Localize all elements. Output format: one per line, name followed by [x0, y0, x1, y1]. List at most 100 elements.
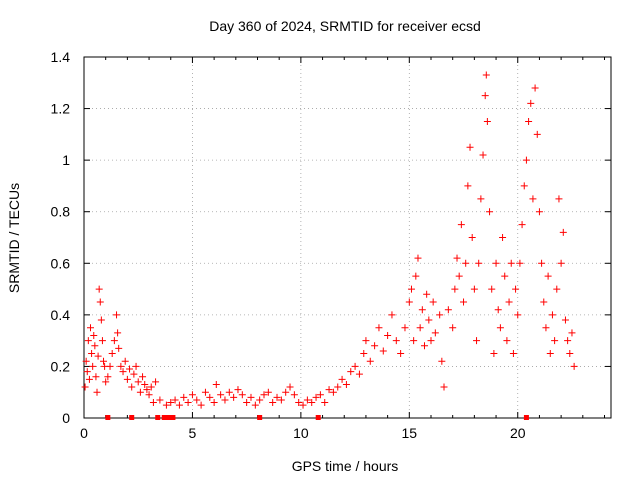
- data-point: [329, 388, 337, 396]
- data-point: [540, 298, 548, 306]
- data-point: [260, 391, 268, 399]
- data-point: [130, 370, 138, 378]
- y-tick-label: 1.2: [51, 101, 71, 117]
- data-point: [548, 311, 556, 319]
- data-point: [529, 195, 537, 203]
- data-point: [561, 316, 569, 324]
- data-point: [206, 393, 214, 401]
- data-point: [175, 401, 183, 409]
- y-tick-label: 0.4: [51, 307, 71, 323]
- gap-marker: [170, 415, 176, 420]
- grid: [84, 57, 611, 418]
- data-point: [473, 337, 481, 345]
- data-point: [102, 378, 110, 386]
- data-point: [286, 383, 294, 391]
- data-point: [379, 347, 387, 355]
- data-point: [136, 388, 144, 396]
- data-point: [423, 290, 431, 298]
- data-point: [371, 342, 379, 350]
- data-point: [538, 259, 546, 267]
- data-point: [230, 393, 238, 401]
- data-point: [119, 368, 127, 376]
- data-point: [98, 337, 106, 345]
- gap-marker: [161, 415, 167, 420]
- data-point: [451, 285, 459, 293]
- data-point: [490, 350, 498, 358]
- data-point: [440, 383, 448, 391]
- data-point: [143, 386, 151, 394]
- data-point: [464, 182, 472, 190]
- data-point: [535, 208, 543, 216]
- data-point: [570, 362, 578, 370]
- data-point: [81, 383, 89, 391]
- data-point: [316, 391, 324, 399]
- data-point: [238, 391, 246, 399]
- data-point: [94, 352, 102, 360]
- data-point: [96, 298, 104, 306]
- data-point: [503, 337, 511, 345]
- data-point: [123, 375, 131, 383]
- data-point: [277, 396, 285, 404]
- data-point: [91, 342, 99, 350]
- data-point: [566, 350, 574, 358]
- data-point: [84, 337, 92, 345]
- data-point: [375, 324, 383, 332]
- data-point: [499, 234, 507, 241]
- data-point: [509, 350, 517, 358]
- data-point: [544, 272, 552, 280]
- y-tick-label: 0.2: [51, 358, 71, 374]
- data-point: [479, 151, 487, 159]
- data-point: [516, 259, 524, 267]
- x-tick-label: 0: [80, 425, 88, 441]
- data-point: [338, 375, 346, 383]
- y-tick-label: 0.6: [51, 255, 71, 271]
- data-point: [295, 399, 303, 407]
- data-point: [388, 311, 396, 319]
- data-point: [134, 378, 142, 386]
- data-point: [87, 324, 95, 332]
- data-point: [405, 298, 413, 306]
- data-point: [414, 254, 422, 262]
- data-point: [483, 117, 491, 125]
- data-point: [147, 383, 155, 391]
- data-point: [555, 195, 563, 203]
- data-point: [551, 337, 559, 345]
- gap-marker: [523, 415, 529, 420]
- data-point: [88, 350, 96, 358]
- data-point: [184, 399, 192, 407]
- data-point: [156, 396, 164, 404]
- data-point: [501, 272, 509, 280]
- data-point: [482, 71, 490, 79]
- data-point: [132, 362, 140, 370]
- data-point: [347, 368, 355, 376]
- data-point: [193, 396, 201, 404]
- data-point: [149, 399, 157, 407]
- data-point: [152, 378, 160, 386]
- x-axis-label: GPS time / hours: [292, 458, 399, 474]
- data-point: [436, 311, 444, 319]
- y-axis-label: SRMTID / TECUs: [6, 183, 22, 293]
- data-point: [217, 391, 225, 399]
- gap-marker: [315, 415, 321, 420]
- data-point: [117, 362, 125, 370]
- data-point: [115, 344, 123, 352]
- data-point: [126, 365, 134, 373]
- gap-marker: [105, 415, 111, 420]
- data-point: [460, 298, 468, 306]
- gap-marker: [155, 415, 161, 420]
- data-point: [429, 298, 437, 306]
- data-point: [564, 337, 572, 345]
- data-point: [325, 386, 333, 394]
- x-tick-label: 15: [402, 425, 418, 441]
- data-point: [264, 388, 272, 396]
- data-point: [141, 380, 149, 388]
- data-point: [455, 272, 463, 280]
- data-point: [355, 370, 363, 378]
- data-point: [299, 401, 307, 409]
- data-point: [342, 380, 350, 388]
- data-point: [273, 393, 281, 401]
- data-point: [106, 362, 114, 370]
- y-tick-label: 0: [62, 410, 70, 426]
- data-point: [139, 373, 147, 381]
- data-point: [104, 373, 112, 381]
